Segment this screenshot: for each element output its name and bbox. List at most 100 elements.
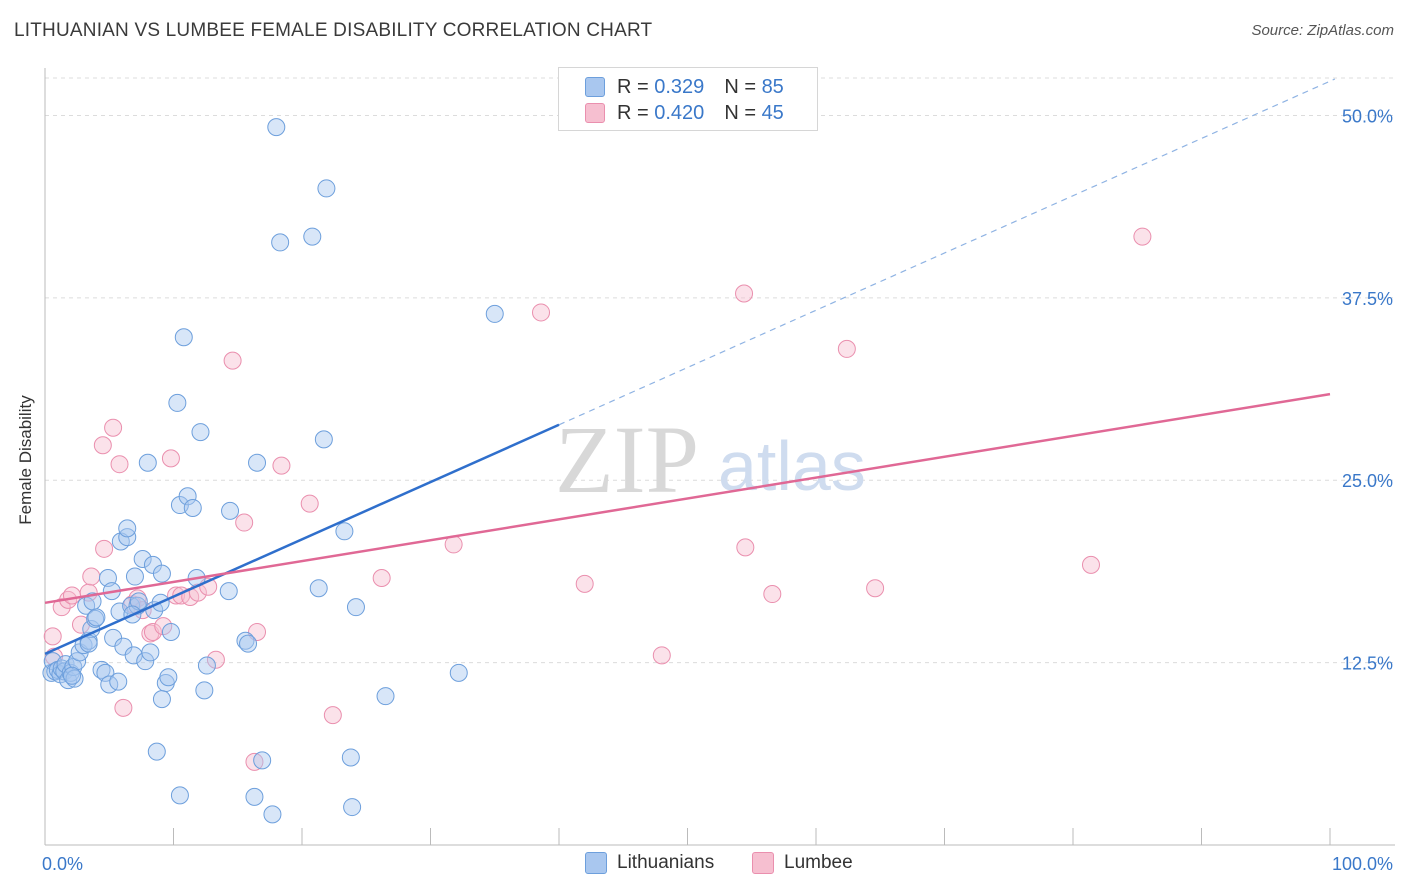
- lumbee-swatch: [585, 103, 605, 123]
- lumbee-point: [128, 589, 147, 608]
- lithuanian-point: [236, 631, 255, 650]
- lumbee-point: [300, 494, 319, 513]
- lithuanian-point: [449, 663, 468, 682]
- lumbee-point: [52, 598, 71, 617]
- lithuanian-point: [317, 179, 336, 198]
- lumbee-point: [575, 574, 594, 593]
- lumbee-point: [245, 752, 264, 771]
- y-tick-label: 37.5%: [1342, 289, 1393, 309]
- grid-layer: [45, 77, 1395, 664]
- lumbee-point: [532, 303, 551, 322]
- lithuanian-point: [335, 522, 354, 541]
- lumbee-trend-line: [44, 392, 1331, 605]
- lithuanians-r-value: 0.329: [654, 75, 705, 98]
- lumbee-point: [1133, 227, 1152, 246]
- lithuanian-point: [485, 304, 504, 323]
- lithuanian-point: [170, 786, 189, 805]
- lithuanian-point: [168, 393, 187, 412]
- lithuanian-point: [87, 608, 106, 627]
- lithuanian-point: [239, 634, 258, 653]
- lithuanian-point: [248, 453, 267, 472]
- lithuanian-point: [263, 805, 282, 824]
- lithuanian-point: [136, 652, 155, 671]
- watermark-zip: ZIP: [555, 406, 699, 513]
- lithuanian-point: [152, 564, 171, 583]
- n-label: N =: [724, 75, 756, 98]
- lumbee-point: [110, 455, 129, 474]
- lithuanian-trend-extension: [558, 78, 1336, 426]
- lithuanian-point: [141, 643, 160, 662]
- legend-row-lumbee: R = 0.420 N = 45: [585, 101, 784, 125]
- lithuanian-point: [314, 430, 333, 449]
- lithuanian-point: [253, 751, 272, 770]
- lumbee-point: [866, 579, 885, 598]
- watermark: ZIP atlas: [555, 406, 866, 513]
- bottom-legend-lumbee[interactable]: Lumbee: [752, 852, 853, 874]
- y-tick-label: 50.0%: [1342, 106, 1393, 126]
- y-tick-label: 25.0%: [1342, 471, 1393, 491]
- lithuanian-point: [96, 663, 115, 682]
- lithuanian-point: [133, 550, 152, 569]
- chart-title: LITHUANIAN VS LUMBEE FEMALE DISABILITY C…: [14, 20, 653, 41]
- lithuanians-legend-label: Lithuanians: [617, 852, 715, 873]
- lumbee-point: [837, 339, 856, 358]
- lumbee-point: [104, 418, 123, 437]
- lithuanian-points: [42, 118, 504, 824]
- lithuanian-point: [376, 687, 395, 706]
- lumbee-n-value: 45: [761, 101, 784, 124]
- y-axis-label: Female Disability: [16, 395, 35, 525]
- watermark-atlas: atlas: [718, 427, 866, 505]
- x-tick-label: 0.0%: [42, 854, 83, 874]
- lithuanian-point: [161, 622, 180, 641]
- lumbee-point: [143, 622, 162, 641]
- lithuanian-point: [267, 118, 286, 137]
- lumbee-point: [114, 698, 133, 717]
- lithuanian-point: [129, 592, 148, 611]
- lithuanian-point: [65, 669, 84, 688]
- lumbee-point: [43, 627, 62, 646]
- tick-labels: 12.5% 25.0% 37.5% 50.0% 0.0% 100.0%: [42, 106, 1393, 874]
- lumbee-point: [161, 449, 180, 468]
- lumbee-point: [652, 646, 671, 665]
- lithuanian-point: [191, 423, 210, 442]
- lithuanian-point: [341, 748, 360, 767]
- lithuanian-point: [109, 672, 128, 691]
- lumbee-point: [62, 586, 81, 605]
- lumbee-point: [223, 351, 242, 370]
- lumbee-legend-label: Lumbee: [784, 852, 853, 873]
- lithuanian-point: [125, 567, 144, 586]
- lumbee-point: [323, 706, 342, 725]
- lumbee-point: [736, 538, 755, 557]
- lumbee-point: [372, 568, 391, 587]
- lumbee-point: [1081, 555, 1100, 574]
- lithuanian-point: [195, 681, 214, 700]
- lithuanian-trend-line: [44, 423, 560, 656]
- lithuanian-point: [178, 487, 197, 506]
- lithuanian-point: [138, 453, 157, 472]
- n-label: N =: [724, 101, 756, 124]
- lumbee-point: [93, 436, 112, 455]
- lithuanian-point: [219, 582, 238, 601]
- axes-layer: [44, 68, 1395, 846]
- lithuanian-point: [343, 798, 362, 817]
- lumbee-point: [272, 456, 291, 475]
- r-label: R =: [617, 75, 649, 98]
- bottom-legend-lithuanians[interactable]: Lithuanians: [585, 852, 714, 874]
- lithuanian-point: [309, 579, 328, 598]
- lumbee-point: [763, 585, 782, 604]
- lithuanian-point: [152, 690, 171, 709]
- source-credit: Source: ZipAtlas.com: [1251, 22, 1394, 39]
- lithuanian-point: [221, 501, 240, 520]
- correlation-legend: R = 0.329 N = 85 R = 0.420 N = 45: [558, 67, 818, 131]
- lithuanian-point: [245, 787, 264, 806]
- lumbee-point: [235, 513, 254, 532]
- lithuanian-point: [86, 609, 105, 628]
- lithuanians-legend-swatch: [585, 852, 607, 874]
- lumbee-point: [95, 539, 114, 558]
- lithuanian-point: [271, 233, 290, 252]
- lithuanian-point: [346, 598, 365, 617]
- lithuanian-point: [197, 656, 216, 675]
- legend-row-lithuanians: R = 0.329 N = 85: [585, 75, 784, 99]
- lithuanian-point: [118, 519, 137, 538]
